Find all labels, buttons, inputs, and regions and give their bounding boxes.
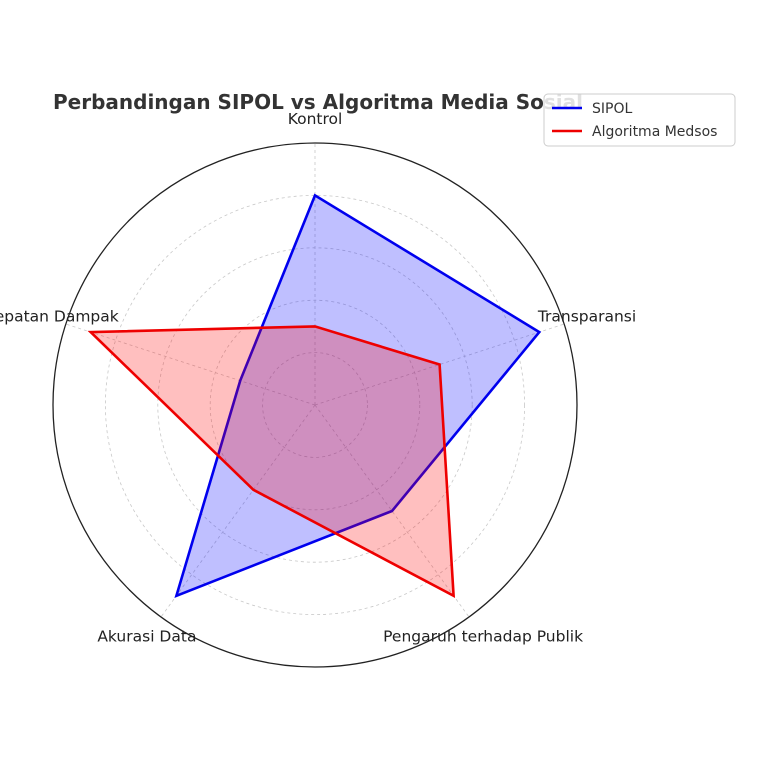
- series-line-sipol: [174, 193, 542, 598]
- grid-spoke: [65, 323, 316, 406]
- axis-label: Pengaruh terhadap Publik: [383, 627, 583, 645]
- chart-title: Perbandingan SIPOL vs Algoritma Media So…: [53, 90, 583, 114]
- series-line-algoritma-medsos: [87, 325, 456, 599]
- grid-layer: [52, 142, 578, 668]
- axis-label: Kecepatan Dampak: [0, 308, 119, 326]
- outer-frame: [52, 142, 578, 668]
- legend-label: SIPOL: [592, 101, 632, 117]
- grid-spoke: [160, 404, 316, 618]
- axis-label: Akurasi Data: [97, 627, 196, 645]
- axis-label: Transparansi: [537, 308, 636, 326]
- legend-box: [543, 93, 736, 147]
- grid-spoke: [314, 404, 470, 618]
- axis-labels: Transparansi Kontrol Kecepatan Dampak Akura…: [0, 110, 636, 645]
- legend: SIPOL Algoritma Medsos: [543, 93, 736, 147]
- series-area-algoritma-medsos: [90, 326, 454, 596]
- series-layer: [87, 193, 542, 599]
- grid-ring-4: [104, 194, 526, 616]
- legend-label: Algoritma Medsos: [592, 124, 717, 140]
- grid-spoke: [314, 323, 565, 406]
- axis-label: Kontrol: [288, 110, 343, 128]
- grid-ring-1: [262, 352, 368, 458]
